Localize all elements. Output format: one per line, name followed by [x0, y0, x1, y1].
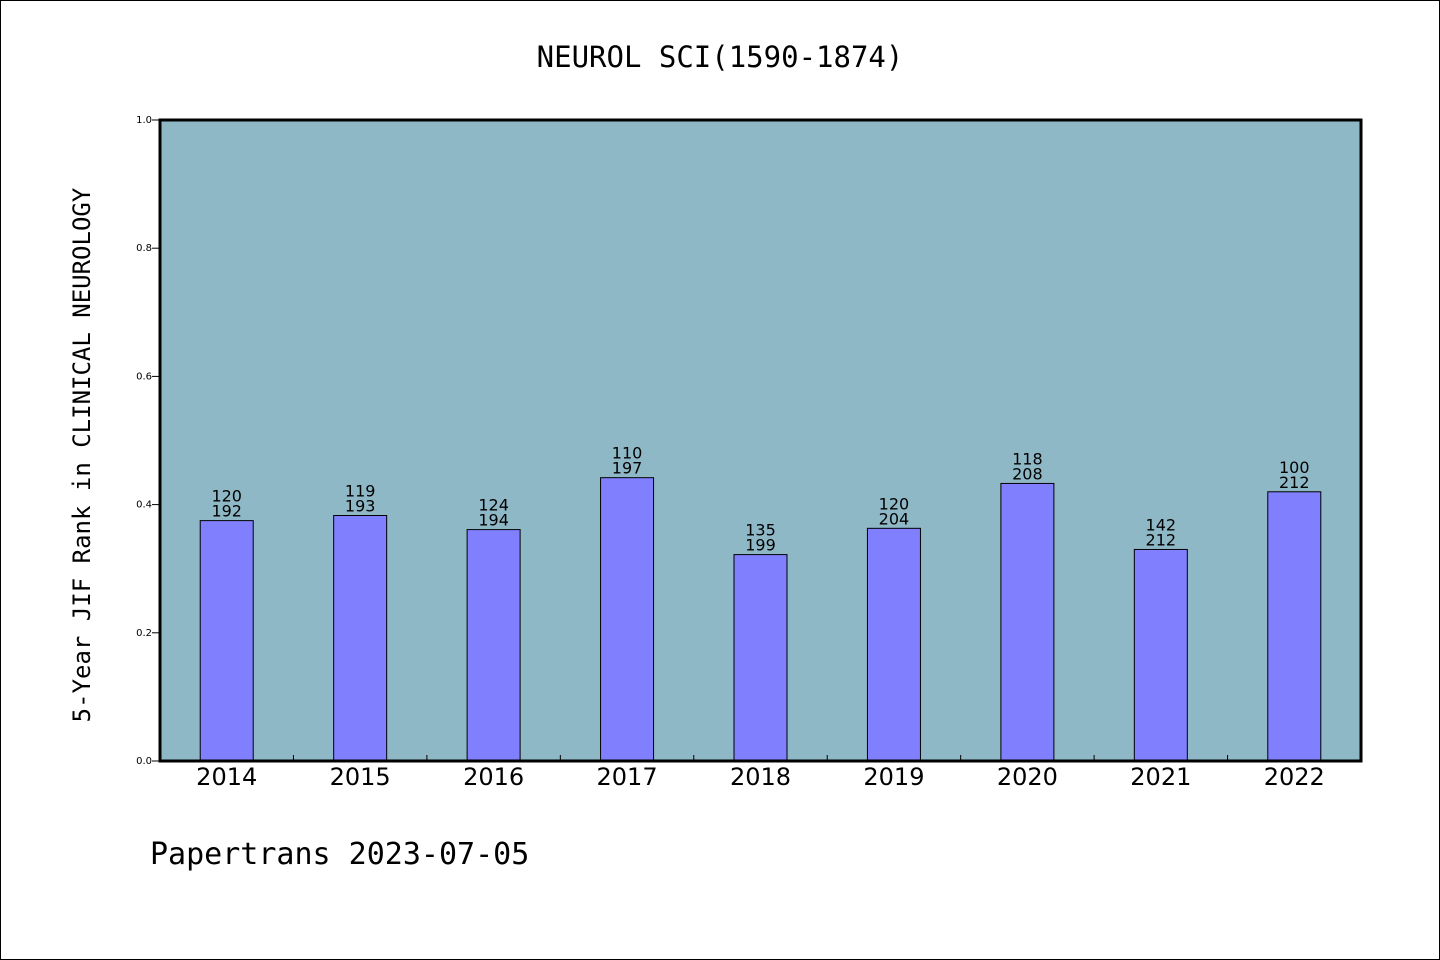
x-axis: 2014 2015 2016 2017 2018 2019 2020 2021 2022 [196, 755, 1325, 791]
y-tick-label: 0.2 [136, 628, 152, 639]
y-tick-label: 1.0 [136, 115, 152, 126]
bar-label-total-2017: 197 [612, 459, 643, 478]
bar-2014 [199, 520, 254, 762]
bar-label-rank-2019: 120 [879, 494, 910, 513]
x-tick-label-2016: 2016 [463, 763, 524, 791]
bar-2022 [1267, 491, 1322, 762]
bar-2019 [866, 527, 921, 762]
bars-layer [199, 477, 1322, 762]
bar-label-rank-2014: 120 [211, 487, 242, 506]
y-tick-label: 0.8 [136, 243, 152, 254]
bar-label-rank-2018: 135 [745, 521, 776, 540]
bar-2018 [733, 554, 788, 762]
bar-label-total-2021: 212 [1146, 530, 1177, 549]
bar-label-rank-2015: 119 [345, 482, 376, 501]
bar-label-total-2019: 204 [879, 509, 910, 528]
bar-label-rank-2020: 118 [1012, 449, 1043, 468]
bar-label-rank-2021: 142 [1146, 515, 1177, 534]
x-tick-label-2015: 2015 [330, 763, 391, 791]
x-tick-label-2014: 2014 [196, 763, 257, 791]
y-tick-label: 0.0 [136, 756, 152, 767]
bar-2020 [1000, 482, 1055, 762]
footer-text: Papertrans 2023-07-05 [150, 837, 529, 872]
x-tick-label-2020: 2020 [997, 763, 1058, 791]
bar-label-rank-2022: 100 [1279, 458, 1310, 477]
bar-label-total-2015: 193 [345, 497, 376, 516]
bar-2015 [333, 515, 388, 762]
bar-2017 [600, 477, 655, 762]
bar-label-total-2018: 199 [745, 536, 776, 555]
y-tick-label: 0.6 [136, 371, 152, 382]
chart-title: NEUROL SCI(1590-1874) [537, 40, 904, 74]
x-tick-label-2018: 2018 [730, 763, 791, 791]
y-axis-label: 5-Year JIF Rank in CLINICAL NEUROLOGY [68, 187, 96, 722]
x-tick-label-2021: 2021 [1130, 763, 1191, 791]
bar-label-total-2020: 208 [1012, 464, 1043, 483]
x-tick-label-2017: 2017 [597, 763, 658, 791]
x-tick-label-2019: 2019 [863, 763, 924, 791]
x-tick-label-2022: 2022 [1264, 763, 1325, 791]
bar-label-total-2022: 212 [1279, 473, 1310, 492]
y-axis: 0.0 0.2 0.4 0.6 0.8 1.0 [136, 115, 160, 767]
bar-2016 [466, 529, 521, 762]
bar-label-total-2014: 192 [211, 502, 242, 521]
plot-border [158, 118, 1363, 763]
bar-label-total-2016: 194 [478, 511, 509, 530]
bar-label-rank-2017: 110 [612, 444, 643, 463]
bar-label-rank-2016: 124 [478, 496, 509, 515]
bar-2021 [1133, 548, 1188, 762]
y-tick-label: 0.4 [136, 500, 152, 511]
